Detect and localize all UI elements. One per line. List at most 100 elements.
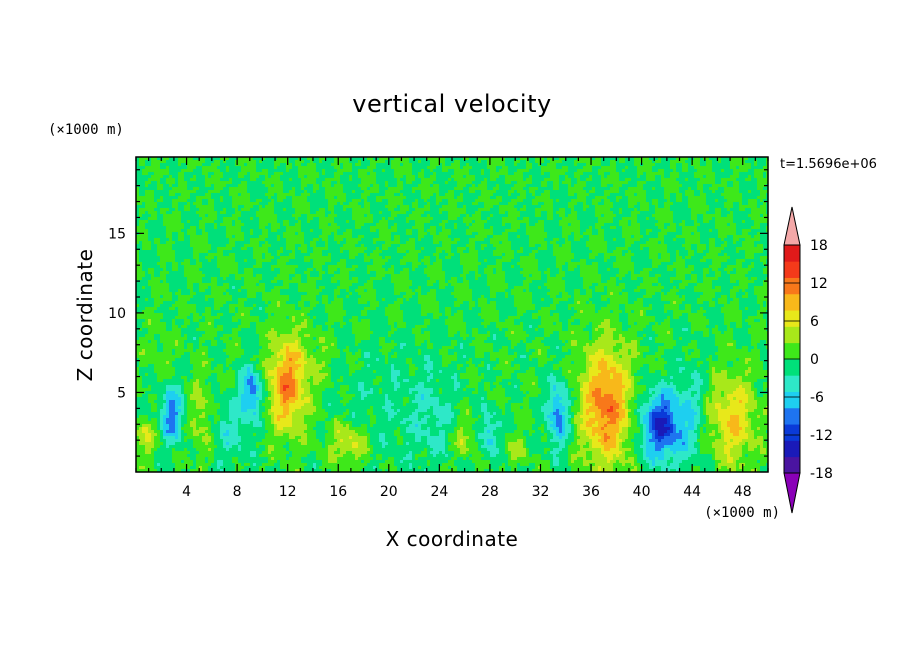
heatmap-cell bbox=[286, 223, 289, 226]
heatmap-cell bbox=[664, 175, 667, 178]
heatmap-cell bbox=[241, 166, 244, 169]
heatmap-cell bbox=[418, 211, 421, 214]
heatmap-cell bbox=[301, 211, 304, 214]
heatmap-cell bbox=[625, 166, 628, 169]
heatmap-cell bbox=[505, 169, 508, 172]
heatmap-cell bbox=[655, 163, 658, 166]
heatmap-cell bbox=[415, 181, 418, 184]
heatmap-cell bbox=[496, 178, 499, 181]
heatmap-cell bbox=[703, 178, 706, 181]
heatmap-cell bbox=[544, 190, 547, 193]
heatmap-cell bbox=[412, 220, 415, 223]
heatmap-cell bbox=[667, 202, 670, 205]
heatmap-cell bbox=[619, 166, 622, 169]
heatmap-cell bbox=[610, 208, 613, 211]
heatmap-cell bbox=[634, 214, 637, 217]
heatmap-cell bbox=[373, 214, 376, 217]
heatmap-cell bbox=[235, 205, 238, 208]
heatmap-cell bbox=[349, 199, 352, 202]
heatmap-cell bbox=[418, 220, 421, 223]
heatmap-cell bbox=[604, 160, 607, 163]
heatmap-cell bbox=[514, 163, 517, 166]
heatmap-cell bbox=[193, 178, 196, 181]
heatmap-cell bbox=[544, 169, 547, 172]
heatmap-cell bbox=[664, 214, 667, 217]
heatmap-cell bbox=[640, 187, 643, 190]
heatmap-cell bbox=[304, 172, 307, 175]
heatmap-cell bbox=[277, 205, 280, 208]
heatmap-cell bbox=[496, 199, 499, 202]
heatmap-cell bbox=[730, 184, 733, 187]
heatmap-cell bbox=[202, 169, 205, 172]
heatmap-cell bbox=[289, 220, 292, 223]
heatmap-cell bbox=[382, 211, 385, 214]
heatmap-cell bbox=[256, 226, 259, 229]
heatmap-cell bbox=[226, 226, 229, 229]
heatmap-cell bbox=[235, 172, 238, 175]
heatmap-cell bbox=[472, 166, 475, 169]
heatmap-cell bbox=[211, 217, 214, 220]
heatmap-cell bbox=[751, 178, 754, 181]
heatmap-cell bbox=[379, 184, 382, 187]
heatmap-cell bbox=[187, 187, 190, 190]
heatmap-cell bbox=[589, 217, 592, 220]
heatmap-cell bbox=[733, 160, 736, 163]
heatmap-cell bbox=[673, 208, 676, 211]
heatmap-cell bbox=[724, 220, 727, 223]
heatmap-cell bbox=[205, 205, 208, 208]
heatmap-cell bbox=[715, 205, 718, 208]
heatmap-cell bbox=[316, 196, 319, 199]
heatmap-cell bbox=[397, 196, 400, 199]
heatmap-cell bbox=[739, 196, 742, 199]
heatmap-cell bbox=[619, 202, 622, 205]
heatmap-cell bbox=[289, 187, 292, 190]
heatmap-cell bbox=[385, 172, 388, 175]
heatmap-cell bbox=[724, 205, 727, 208]
heatmap-cell bbox=[574, 193, 577, 196]
heatmap-cell bbox=[649, 211, 652, 214]
heatmap-cell bbox=[322, 220, 325, 223]
heatmap-cell bbox=[532, 163, 535, 166]
heatmap-cell bbox=[646, 175, 649, 178]
heatmap-cell bbox=[571, 202, 574, 205]
heatmap-cell bbox=[397, 202, 400, 205]
heatmap-cell bbox=[436, 202, 439, 205]
heatmap-cell bbox=[547, 169, 550, 172]
heatmap-cell bbox=[493, 190, 496, 193]
heatmap-cell bbox=[379, 181, 382, 184]
heatmap-cell bbox=[253, 169, 256, 172]
heatmap-cell bbox=[628, 196, 631, 199]
heatmap-cell bbox=[310, 220, 313, 223]
heatmap-cell bbox=[247, 202, 250, 205]
heatmap-cell bbox=[166, 166, 169, 169]
heatmap-cell bbox=[739, 205, 742, 208]
heatmap-cell bbox=[349, 187, 352, 190]
heatmap-cell bbox=[244, 166, 247, 169]
heatmap-cell bbox=[553, 163, 556, 166]
heatmap-cell bbox=[523, 166, 526, 169]
heatmap-cell bbox=[340, 205, 343, 208]
heatmap-cell bbox=[421, 208, 424, 211]
heatmap-cell bbox=[340, 166, 343, 169]
heatmap-cell bbox=[373, 169, 376, 172]
heatmap-cell bbox=[274, 190, 277, 193]
heatmap-cell bbox=[436, 190, 439, 193]
heatmap-cell bbox=[403, 217, 406, 220]
heatmap-cell bbox=[220, 166, 223, 169]
heatmap-cell bbox=[184, 199, 187, 202]
heatmap-cell bbox=[187, 178, 190, 181]
heatmap-cell bbox=[667, 214, 670, 217]
heatmap-cell bbox=[322, 217, 325, 220]
heatmap-cell bbox=[499, 187, 502, 190]
heatmap-cell bbox=[406, 175, 409, 178]
heatmap-cell bbox=[616, 217, 619, 220]
heatmap-cell bbox=[490, 220, 493, 223]
heatmap-cell bbox=[295, 214, 298, 217]
heatmap-cell bbox=[484, 226, 487, 229]
heatmap-cell bbox=[280, 205, 283, 208]
heatmap-cell bbox=[280, 160, 283, 163]
heatmap-cell bbox=[175, 208, 178, 211]
heatmap-cell bbox=[550, 190, 553, 193]
heatmap-cell bbox=[187, 184, 190, 187]
heatmap-cell bbox=[580, 184, 583, 187]
